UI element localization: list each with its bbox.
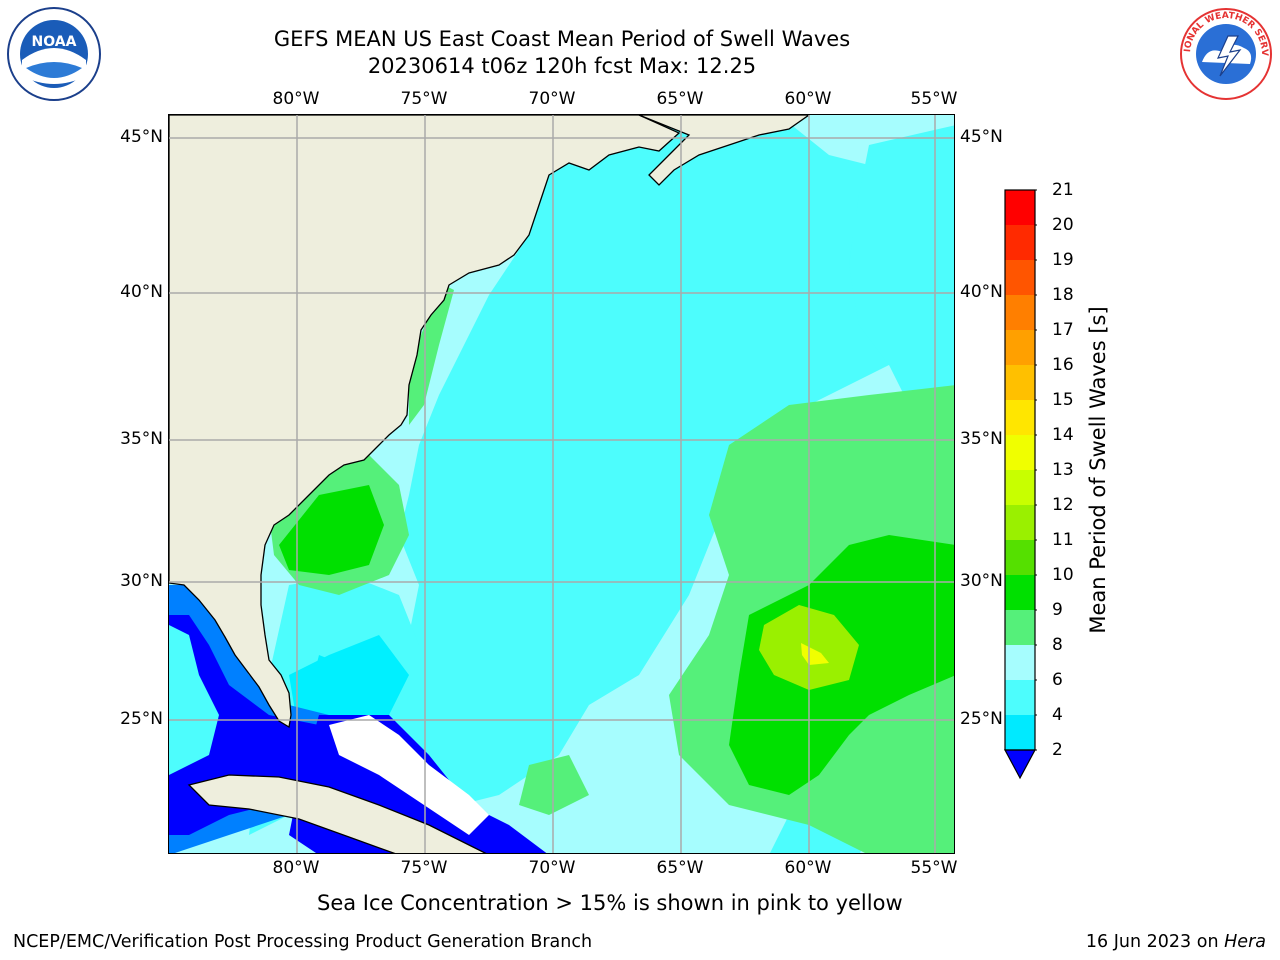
colorbar-under-arrow <box>1003 749 1037 780</box>
colorbar-label: Mean Period of Swell Waves [s] <box>1086 306 1110 634</box>
colorbar-tick-label: 20 <box>1052 215 1074 235</box>
lon-label-top-60w: 60°W <box>784 89 832 109</box>
colorbar-segment <box>1005 435 1035 470</box>
colorbar-tick-label: 16 <box>1052 355 1074 375</box>
map-panel <box>168 114 955 854</box>
lon-label-top-80w: 80°W <box>272 89 320 109</box>
colorbar-tick-label: 12 <box>1052 495 1074 515</box>
colorbar-segment <box>1005 645 1035 680</box>
land-cuba <box>187 774 487 853</box>
swell-period-map <box>169 115 954 853</box>
footer-date: 16 Jun 2023 on Hera <box>1086 932 1266 952</box>
lat-label-left-40n: 40°N <box>120 282 163 302</box>
colorbar-tick-label: 4 <box>1052 705 1063 725</box>
colorbar-segment <box>1005 505 1035 540</box>
colorbar-tick-label: 14 <box>1052 425 1074 445</box>
footer-credit: NCEP/EMC/Verification Post Processing Pr… <box>13 932 593 952</box>
colorbar-tick-label: 10 <box>1052 565 1074 585</box>
lon-label-top-65w: 65°W <box>656 89 704 109</box>
contour-6-8s-east <box>849 125 954 415</box>
noaa-logo-text: NOAA <box>32 34 77 50</box>
colorbar-segment <box>1005 715 1035 750</box>
colorbar-segment <box>1005 260 1035 295</box>
lat-label-left-35n: 35°N <box>120 429 163 449</box>
lat-label-right-25n: 25°N <box>960 709 1003 729</box>
footer-date-text: 16 Jun 2023 on <box>1085 932 1219 952</box>
colorbar-tick-label: 18 <box>1052 285 1074 305</box>
bahamas-mask <box>329 715 489 835</box>
contour-gulf-cyan <box>169 625 219 775</box>
colorbar-tick-label: 9 <box>1052 600 1063 620</box>
colorbar-tick-label: 6 <box>1052 670 1063 690</box>
lat-label-left-30n: 30°N <box>120 571 163 591</box>
colorbar-tick-label: 19 <box>1052 250 1074 270</box>
colorbar-tick-label: 2 <box>1052 740 1063 760</box>
land-nova-scotia <box>638 115 811 186</box>
lat-label-right-40n: 40°N <box>960 282 1003 302</box>
lon-label-top-70w: 70°W <box>528 89 576 109</box>
lat-label-right-45n: 45°N <box>960 127 1003 147</box>
contour-6-8s-central <box>289 115 954 835</box>
noaa-logo: NOAA <box>7 7 101 101</box>
lat-label-left-25n: 25°N <box>120 709 163 729</box>
chart-subtitle: 20230614 t06z 120h fcst Max: 12.25 <box>367 54 757 78</box>
colorbar-segment <box>1005 540 1035 575</box>
colorbar-segment <box>1005 610 1035 645</box>
lon-label-bottom-80w: 80°W <box>272 858 320 878</box>
lat-label-right-30n: 30°N <box>960 571 1003 591</box>
lon-label-top-75w: 75°W <box>400 89 448 109</box>
lon-label-bottom-65w: 65°W <box>656 858 704 878</box>
colorbar-tick-label: 13 <box>1052 460 1074 480</box>
colorbar-segment <box>1005 365 1035 400</box>
footer-host: Hera <box>1224 932 1266 952</box>
colorbar-segment <box>1005 330 1035 365</box>
lon-label-top-55w: 55°W <box>910 89 958 109</box>
nws-logo: NATIONAL WEATHER SERVICE <box>1178 6 1272 100</box>
contour-12-13s-max <box>801 643 829 665</box>
contour-10-11s-carolinas <box>279 485 384 575</box>
colorbar-tick-label: 11 <box>1052 530 1074 550</box>
lat-label-left-45n: 45°N <box>120 127 163 147</box>
sea-ice-note: Sea Ice Concentration > 15% is shown in … <box>317 891 903 915</box>
lat-label-right-35n: 35°N <box>960 429 1003 449</box>
colorbar-tick-label: 21 <box>1052 180 1074 200</box>
colorbar-segment <box>1005 190 1035 225</box>
colorbar-tick-label: 15 <box>1052 390 1074 410</box>
colorbar-tick-label: 17 <box>1052 320 1074 340</box>
lon-label-bottom-60w: 60°W <box>784 858 832 878</box>
contour-9-10s-south <box>519 755 589 815</box>
colorbar <box>1003 189 1037 780</box>
gridlines <box>169 115 954 853</box>
colorbar-segment <box>1005 400 1035 435</box>
contour-9-10s-midatlantic <box>409 285 454 425</box>
colorbar-segment <box>1005 225 1035 260</box>
colorbar-segment <box>1005 680 1035 715</box>
chart-title: GEFS MEAN US East Coast Mean Period of S… <box>273 27 851 51</box>
colorbar-segment <box>1005 470 1035 505</box>
colorbar-tick-label: 8 <box>1052 635 1063 655</box>
lon-label-bottom-75w: 75°W <box>400 858 448 878</box>
lon-label-bottom-70w: 70°W <box>528 858 576 878</box>
lon-label-bottom-55w: 55°W <box>910 858 958 878</box>
colorbar-segment <box>1005 575 1035 610</box>
colorbar-segment <box>1005 295 1035 330</box>
